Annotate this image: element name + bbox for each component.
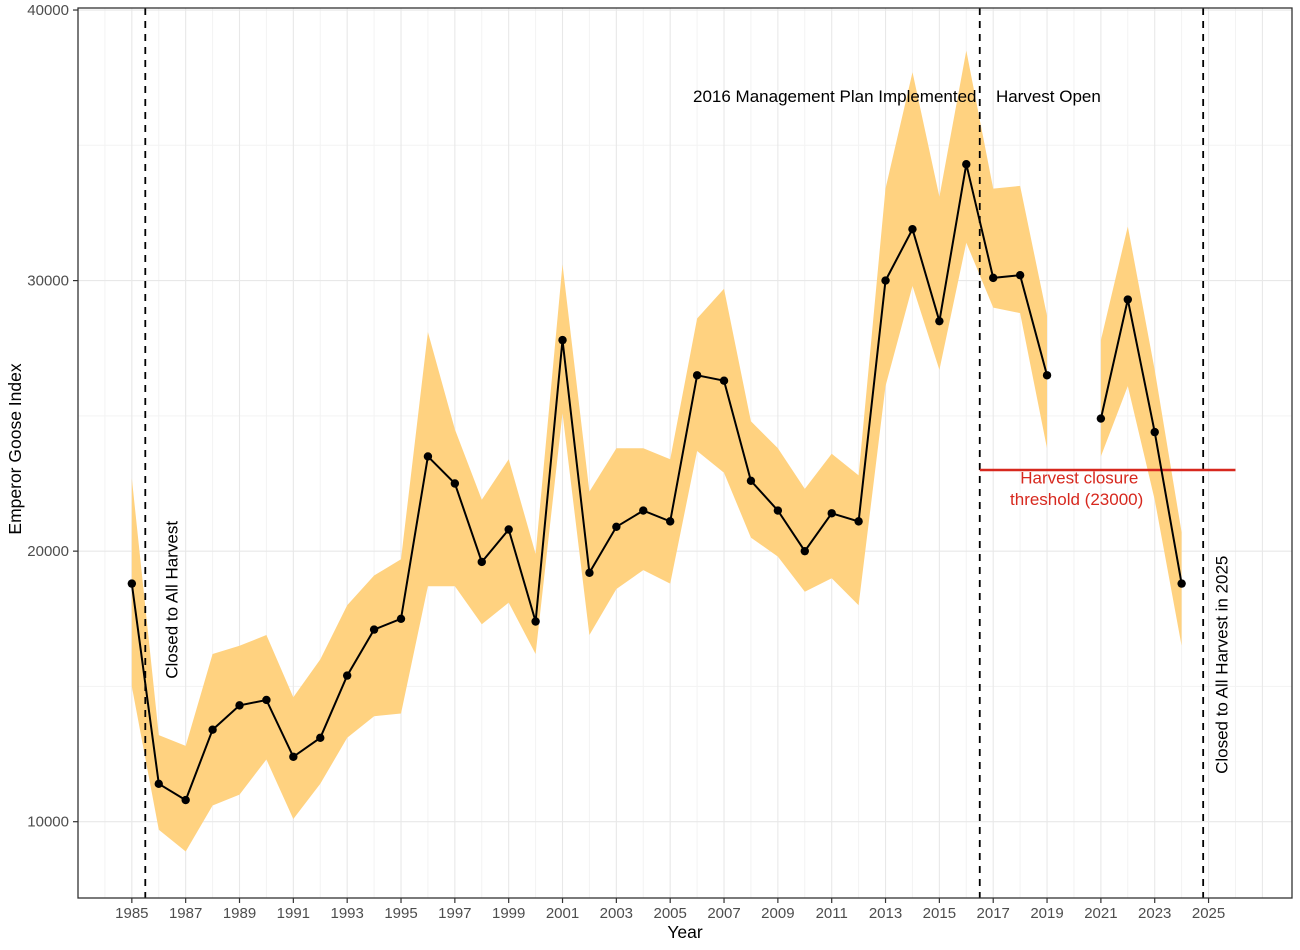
y-tick-label: 10000 — [27, 814, 69, 831]
x-tick-label: 2025 — [1192, 905, 1225, 922]
event-dashed-lines — [144, 8, 1205, 898]
data-point — [1150, 427, 1159, 437]
x-tick-label: 2019 — [1030, 905, 1063, 922]
axis-ticks — [73, 9, 1210, 903]
y-tick-label: 20000 — [27, 543, 69, 560]
data-point — [692, 371, 702, 380]
annotation-text: threshold (23000) — [1010, 490, 1143, 509]
x-tick-label: 1993 — [330, 905, 363, 922]
x-tick-label: 1989 — [223, 905, 256, 922]
x-axis-title: Year — [667, 922, 703, 942]
x-tick-label: 2023 — [1138, 905, 1171, 922]
data-point — [208, 725, 217, 734]
data-point — [154, 779, 163, 789]
data-point — [423, 452, 433, 461]
data-point — [262, 695, 271, 705]
data-point — [396, 614, 406, 623]
data-point — [800, 546, 809, 556]
data-point — [1015, 270, 1025, 280]
y-axis-title: Emperor Goose Index — [5, 363, 25, 534]
data-point — [639, 506, 648, 515]
y-tick-label: 30000 — [27, 273, 69, 290]
data-point — [908, 224, 917, 234]
annotation-text: Harvest closure — [1020, 469, 1138, 488]
x-tick-label: 2021 — [1084, 905, 1117, 922]
data-point — [827, 509, 836, 518]
data-point — [531, 617, 540, 626]
data-point — [719, 376, 729, 385]
data-point — [962, 160, 971, 169]
x-tick-label: 1997 — [438, 905, 471, 922]
data-point — [585, 568, 594, 577]
data-point — [989, 273, 998, 283]
data-point — [854, 517, 863, 526]
data-point — [665, 517, 675, 526]
x-tick-label: 2009 — [761, 905, 794, 922]
data-point — [316, 733, 325, 743]
panel-border — [77, 7, 1293, 899]
data-point — [289, 752, 298, 761]
data-point — [612, 522, 621, 531]
data-point — [181, 795, 190, 805]
y-tick-label: 40000 — [27, 2, 69, 19]
x-tick-label: 1991 — [277, 905, 310, 922]
x-tick-label: 2005 — [654, 905, 687, 922]
x-tick-label: 1999 — [492, 905, 525, 922]
x-tick-label: 2011 — [816, 905, 848, 922]
data-point — [746, 476, 756, 485]
x-tick-label: 2007 — [707, 905, 740, 922]
data-point — [342, 671, 352, 680]
data-point — [477, 557, 486, 567]
data-point — [773, 506, 783, 515]
x-tick-label: 1995 — [384, 905, 417, 922]
index-points — [127, 160, 1186, 805]
x-tick-label: 2015 — [923, 905, 956, 922]
annotation-text: 2016 Management Plan Implemented — [693, 87, 977, 106]
data-point — [935, 316, 944, 326]
data-point — [235, 701, 244, 710]
data-point — [1177, 579, 1186, 588]
axis-tick-labels: 1985 1987 1989 1991 1993 1995 1997 1999 2001 2003… — [27, 2, 1225, 922]
annotation-text: Closed to All Harvest — [163, 521, 182, 679]
annotation-labels: 2016 Management Plan Implemented Harvest … — [163, 87, 1232, 774]
x-tick-label: 2001 — [546, 905, 579, 922]
x-tick-label: 2013 — [869, 905, 902, 922]
data-point — [1123, 295, 1133, 304]
annotation-text: Closed to All Harvest in 2025 — [1213, 556, 1232, 774]
annotation-text: Harvest Open — [996, 87, 1101, 106]
data-point — [450, 479, 460, 488]
data-point — [558, 335, 567, 345]
x-tick-label: 1987 — [169, 905, 202, 922]
x-tick-label: 2017 — [977, 905, 1010, 922]
data-point — [1042, 371, 1052, 380]
data-point — [369, 625, 379, 634]
data-point — [1096, 414, 1106, 423]
data-point — [127, 579, 137, 588]
data-point — [504, 525, 513, 534]
index-line-segment — [1099, 299, 1183, 584]
x-tick-label: 1985 — [115, 905, 148, 922]
x-tick-label: 2003 — [600, 905, 633, 922]
data-point — [881, 276, 890, 285]
